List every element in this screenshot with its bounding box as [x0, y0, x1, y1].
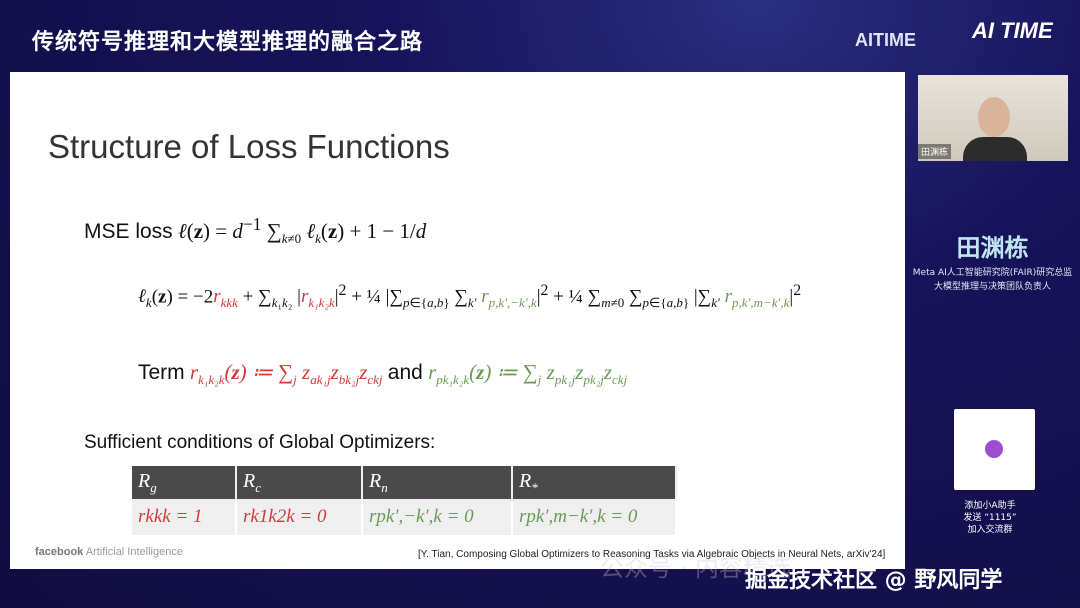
slide-title: Structure of Loss Functions — [48, 128, 450, 165]
lk-formula: ℓk(z) = −2rkkk + ∑k₁k₂ |rk₁k₂k|2 + ¼ |∑p… — [138, 282, 802, 311]
watermark: 掘金技术社区 @ 野风同学 — [745, 568, 1003, 593]
speaker-affiliation: Meta AI人工智能研究院(FAIR)研究总监 大模型推理与决策团队负责人 — [912, 268, 1073, 292]
table-row: rkkk = 1 rk1k2k = 0 rpk′,−k′,k = 0 rpk′,… — [132, 499, 677, 535]
qr-code[interactable] — [948, 403, 1041, 496]
faint-watermark: 公众号 · 内容精选 — [600, 554, 791, 582]
header-rg: Rg — [132, 466, 237, 499]
mse-formula: MSE loss ℓ(z) = d−1 ∑k≠0 ℓk(z) + 1 − 1/d — [84, 214, 427, 247]
speaker-video: 田渊栋 — [918, 75, 1068, 161]
speaker-head — [978, 97, 1010, 137]
slide: Structure of Loss Functions MSE loss ℓ(z… — [10, 72, 905, 569]
header-rn: Rn — [362, 466, 513, 499]
video-name-tag: 田渊栋 — [918, 144, 952, 159]
speaker-body — [963, 137, 1027, 161]
cell-rg: rkkk = 1 — [132, 499, 237, 535]
aitime-logo: AITIME — [855, 30, 916, 50]
qr-logo-icon — [982, 437, 1006, 461]
term-definitions: Term rk₁k₂k(z) ≔ ∑j zak₁jzbk₂jzckj and r… — [138, 360, 628, 388]
conditions-heading: Sufficient conditions of Global Optimize… — [84, 432, 436, 453]
cell-rc: rk1k2k = 0 — [236, 499, 363, 535]
cell-rstar: rpk′,m−k′,k = 0 — [512, 499, 677, 535]
citation: [Y. Tian, Composing Global Optimizers to… — [418, 549, 886, 560]
aitime-badge-logo: AI TIME — [972, 18, 1053, 43]
mse-label: MSE loss — [84, 220, 173, 243]
talk-title: 传统符号推理和大模型推理的融合之路 — [32, 30, 424, 55]
header-rstar: R* — [512, 466, 677, 499]
conditions-table: Rg Rc Rn R* rkkk = 1 rk1k2k = 0 rpk′,−k′… — [132, 466, 677, 535]
term-and: and — [387, 361, 423, 384]
header-rc: Rc — [236, 466, 363, 499]
term-label: Term — [138, 361, 185, 384]
facebook-ai-footer: facebook Artificial Intelligence — [35, 546, 183, 558]
qr-caption: 添加小A助手 发送 “1115” 加入交流群 — [963, 501, 1017, 535]
cell-rn: rpk′,−k′,k = 0 — [362, 499, 513, 535]
speaker-name: 田渊栋 — [956, 234, 1029, 262]
table-header-row: Rg Rc Rn R* — [132, 466, 677, 499]
